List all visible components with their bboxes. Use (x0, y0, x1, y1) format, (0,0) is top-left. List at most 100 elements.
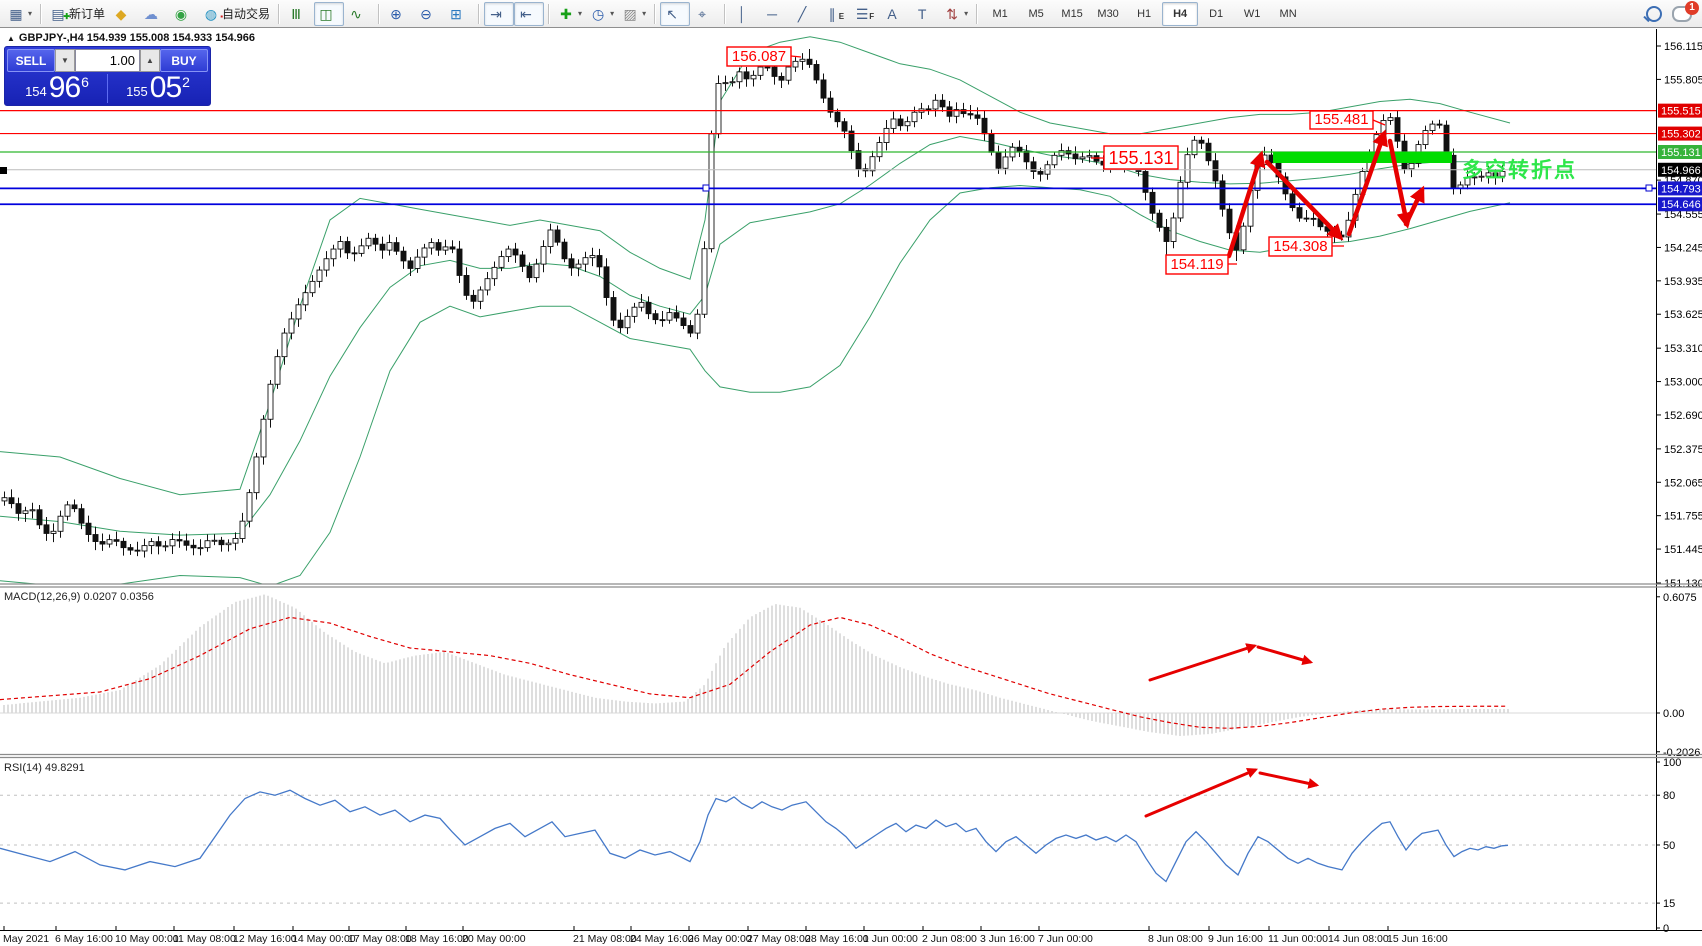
volume-input[interactable]: 1.00 (75, 49, 140, 72)
price-annotation[interactable]: 154.308 (1268, 236, 1344, 257)
rsi-pane[interactable] (0, 767, 1656, 904)
trend-arrow[interactable] (1387, 138, 1413, 229)
tf-MN-button[interactable]: MN (1279, 7, 1297, 20)
price-tick: 152.375 (1664, 444, 1702, 456)
tf-M1-button[interactable]: M1 (992, 7, 1008, 20)
crosshair-button[interactable]: ⌖ (690, 2, 720, 26)
line-handle[interactable] (0, 167, 7, 174)
new-chart-button[interactable]: ▦ ▾ (4, 2, 36, 26)
trend-arrow[interactable] (1256, 645, 1314, 666)
cursor-button[interactable]: ↖ (660, 1, 691, 26)
price-axis[interactable]: 156.115155.805154.870154.555154.245153.9… (0, 29, 1702, 935)
autotrading-label: 自动交易 (222, 7, 271, 21)
new-order-icon: ▤ ✚ (51, 5, 71, 22)
text-label-button[interactable]: T (910, 2, 940, 26)
volume-down-button[interactable]: ▼ (55, 49, 75, 72)
price-annotation[interactable]: 154.119 (1165, 254, 1237, 275)
tf-M30-button[interactable]: M30 (1097, 7, 1119, 20)
svg-text:154.966: 154.966 (1661, 165, 1701, 177)
line-handle[interactable] (702, 184, 710, 192)
trendline-button[interactable]: ╱ (790, 2, 820, 26)
fibonacci-button[interactable]: ☰ F (850, 2, 880, 26)
trend-arrow[interactable] (1264, 159, 1344, 241)
toolbar: ▦ ▾ ▤ ✚ 新订单 ◆ ☁ ◉ ◍ ▪ 自动交易 Ⅲ ◫ ∿ ⊕ ⊖ ⊞ ⇥ ⇤ ✚ ▾ ◷ ▾ ▨ ▾ ↖ ⌖ │ ─ ╱ ∥ E ☰ F A… (0, 0, 1702, 28)
signal-button[interactable]: ◉ (169, 2, 199, 26)
line-handle[interactable] (1645, 184, 1653, 192)
chart-shift-button[interactable]: ⇤ (514, 1, 545, 26)
trend-arrow[interactable] (1144, 767, 1258, 818)
tf-D1-button[interactable]: D1 (1209, 7, 1224, 20)
macd-pane[interactable] (0, 594, 1656, 736)
tf-H4-button[interactable]: H4 (1162, 1, 1199, 26)
svg-text:155.131: 155.131 (1661, 147, 1701, 159)
price-tick: 151.755 (1664, 511, 1702, 523)
time-tick: 18 May 16:00 (405, 933, 469, 945)
tf-M5-button[interactable]: M5 (1028, 7, 1044, 20)
profile-button[interactable]: ☁ (139, 2, 169, 26)
text-button[interactable]: A (880, 2, 910, 26)
trend-arrow[interactable] (1258, 771, 1320, 789)
volume-up-button[interactable]: ▲ (140, 49, 160, 72)
trend-arrow[interactable] (1226, 150, 1266, 259)
time-tick: 10 May 00:00 (115, 933, 179, 945)
main-chart-pane[interactable] (0, 30, 1656, 586)
price-annotation[interactable]: 155.131 (1091, 145, 1179, 170)
highlighter-button[interactable]: ◆ (109, 2, 139, 26)
price-annotation[interactable]: 155.481 (1309, 110, 1386, 130)
rsi-line (0, 789, 1509, 883)
fibonacci-icon: ☰ F (855, 5, 875, 22)
new-order-button[interactable]: ▤ ✚ 新订单 (46, 2, 109, 26)
autotrading-button[interactable]: ◍ ▪ 自动交易 (199, 2, 274, 26)
time-tick: 7 Jun 00:00 (1038, 933, 1093, 945)
collapse-panel-icon[interactable]: ▲ (7, 34, 15, 43)
turning-point-zone[interactable] (1273, 152, 1452, 163)
trend-arrow[interactable] (1403, 185, 1425, 227)
tf-H1-button[interactable]: H1 (1137, 7, 1152, 20)
time-tick: 21 May 08:00 (573, 933, 637, 945)
candlestick-chart-button[interactable]: ◫ (314, 1, 345, 26)
bar-chart-button[interactable]: Ⅲ (284, 2, 314, 26)
periods-button[interactable]: ◷ ▾ (586, 2, 618, 26)
templates-dropdown-icon[interactable]: ▾ (642, 9, 647, 18)
price-tick: 153.000 (1664, 377, 1702, 389)
new-chart-dropdown-icon[interactable]: ▾ (28, 9, 33, 18)
svg-text:155.481: 155.481 (1314, 111, 1368, 128)
trend-arrow[interactable] (1346, 129, 1388, 237)
search-icon[interactable] (1646, 5, 1662, 22)
sell-button[interactable]: SELL (7, 49, 55, 72)
panel-divider (107, 74, 108, 103)
price-tick: 154.245 (1664, 242, 1702, 254)
tf-W1-button[interactable]: W1 (1243, 7, 1261, 20)
trend-arrow[interactable] (1148, 643, 1258, 682)
chat-icon[interactable]: 1 (1672, 0, 1699, 22)
time-tick: 14 May 00:00 (292, 933, 356, 945)
line-chart-button[interactable]: ∿ (344, 2, 374, 26)
horizontal-line-button[interactable]: ─ (760, 2, 790, 26)
tf-M15-button[interactable]: M15 (1061, 7, 1083, 20)
templates-button[interactable]: ▨ ▾ (618, 2, 650, 26)
zoom-out-button[interactable]: ⊖ (414, 2, 444, 26)
sell-price[interactable]: 154 96 6 (25, 71, 89, 104)
note-text[interactable]: 多空转折点 (1462, 158, 1577, 182)
rsi-tick: 50 (1663, 840, 1675, 852)
equidistant-channel-button[interactable]: ∥ E (820, 2, 850, 26)
buy-price[interactable]: 155 05 2 (126, 71, 190, 104)
time-tick: 28 May 16:00 (805, 933, 869, 945)
macd-tick: 0.00 (1663, 708, 1684, 720)
price-tick: 153.935 (1664, 276, 1702, 288)
tile-windows-button[interactable]: ⊞ (444, 2, 474, 26)
vertical-line-button[interactable]: │ (730, 2, 760, 26)
zoom-in-button[interactable]: ⊕ (384, 2, 414, 26)
auto-scroll-button[interactable]: ⇥ (484, 1, 515, 26)
crosshair-icon: ⌖ (698, 5, 707, 22)
arrows-dropdown-icon[interactable]: ▾ (964, 9, 969, 18)
main-chart-annotations[interactable]: 156.087 155.481 155.131 154.119 154.308 (0, 46, 1656, 275)
indicators-dropdown-icon[interactable]: ▾ (578, 9, 583, 18)
arrows-button[interactable]: ⇅ ▾ (940, 2, 972, 26)
buy-button[interactable]: BUY (160, 49, 208, 72)
price-annotation[interactable]: 156.087 (726, 46, 802, 67)
indicators-button[interactable]: ✚ ▾ (554, 2, 586, 26)
periods-dropdown-icon[interactable]: ▾ (610, 9, 615, 18)
